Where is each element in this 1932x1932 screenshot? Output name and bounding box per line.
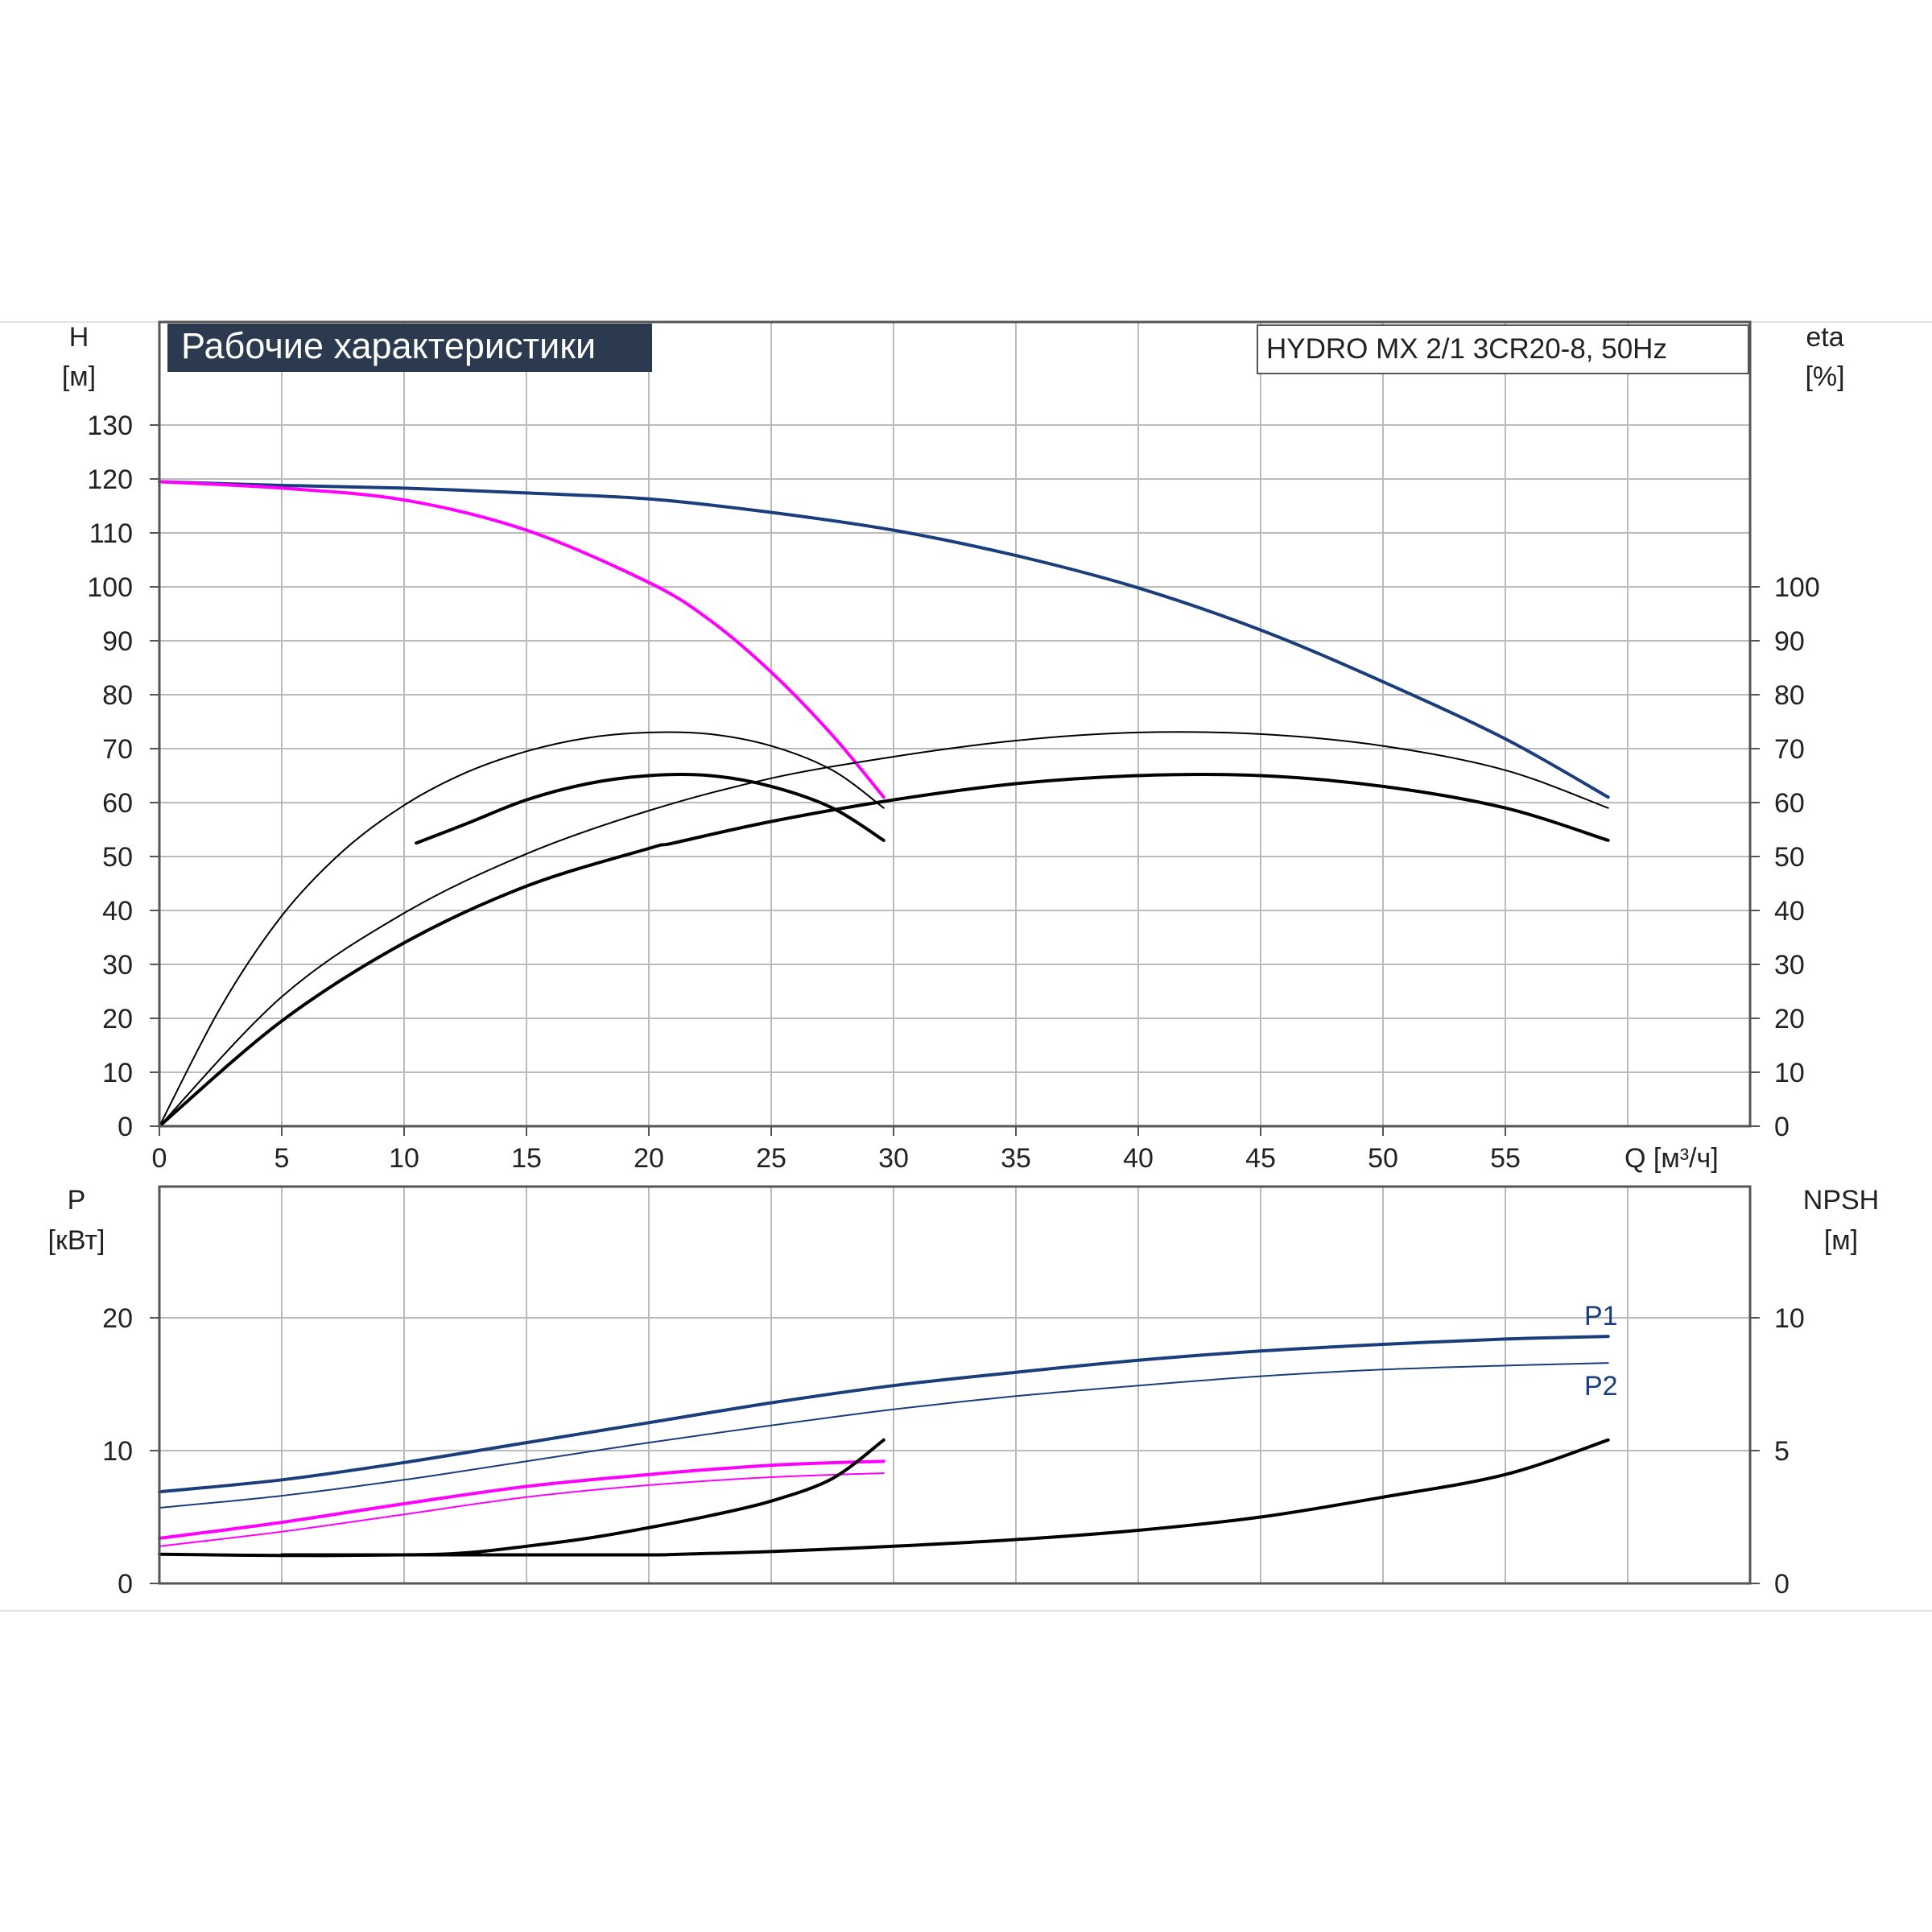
power-npsh-curves: [158, 1335, 1610, 1558]
q-tick-label: 25: [756, 1143, 786, 1174]
eta-axis-symbol: eta: [1806, 322, 1843, 353]
eta-tick-label: 0: [1774, 1112, 1790, 1142]
system-efficiency-2-pumps: [158, 773, 1610, 1128]
npsh-tick-label: 10: [1774, 1303, 1805, 1334]
title-box: [167, 324, 652, 372]
p-tick-label: 0: [118, 1569, 133, 1600]
q-tick-label: 15: [511, 1143, 542, 1174]
h-axis-unit: [м]: [62, 361, 96, 392]
eta-tick-label: 20: [1774, 1004, 1805, 1034]
head-panel-frame: [158, 320, 1752, 1128]
npsh-axis-symbol: NPSH: [1803, 1185, 1879, 1216]
h-tick-label: 10: [102, 1058, 133, 1088]
head-grid: [159, 322, 1750, 1126]
h-tick-label: 110: [89, 518, 133, 549]
eta-tick-label: 80: [1774, 680, 1805, 711]
eta-tick-label: 90: [1774, 626, 1805, 657]
p1-label: P1: [1584, 1301, 1618, 1331]
eta-tick-label: 60: [1774, 788, 1805, 819]
q-tick-label: 35: [1001, 1143, 1031, 1174]
h-tick-label: 70: [102, 734, 133, 765]
eta-tick-label: 40: [1774, 896, 1805, 927]
q-tick-label: 45: [1245, 1143, 1276, 1174]
eta-tick-label: 10: [1774, 1058, 1805, 1088]
q-tick-label: 0: [152, 1143, 167, 1174]
eta-tick-label: 30: [1774, 950, 1805, 980]
p1-curve-2-pumps: [158, 1335, 1610, 1494]
chart-title: Рабочие характеристики: [181, 325, 596, 366]
pump-efficiency-1-pump: [159, 731, 885, 1127]
npsh-tick-label: 0: [1774, 1569, 1790, 1600]
model-label: HYDRO MX 2/1 3CR20-8, 50Hz: [1266, 333, 1667, 365]
eta-axis-unit: [%]: [1805, 361, 1844, 392]
p-axis-unit: [кВт]: [48, 1225, 105, 1256]
q-axis-label: Q [м³/ч]: [1624, 1143, 1719, 1174]
p2-label: P2: [1584, 1371, 1618, 1402]
p-tick-label: 10: [102, 1436, 133, 1467]
p-tick-label: 20: [102, 1303, 133, 1334]
h-tick-label: 50: [102, 842, 133, 873]
npsh-axis-unit: [м]: [1824, 1225, 1858, 1256]
h-tick-label: 20: [102, 1004, 133, 1034]
eta-tick-label: 70: [1774, 734, 1805, 765]
npsh-tick-label: 5: [1774, 1436, 1790, 1467]
h-tick-label: 0: [118, 1112, 133, 1142]
power-panel-frame: [158, 1185, 1752, 1585]
h-tick-label: 100: [87, 572, 133, 603]
system-efficiency-1-pump: [415, 773, 886, 845]
p-axis-symbol: P: [68, 1185, 86, 1216]
head-curve-1-pump: [158, 480, 886, 799]
h-axis-symbol: H: [69, 322, 89, 353]
q-tick-label: 55: [1490, 1143, 1521, 1174]
eta-tick-label: 50: [1774, 842, 1805, 873]
p1-curve-1-pump: [158, 1459, 886, 1540]
h-tick-label: 40: [102, 896, 133, 927]
head-efficiency-curves: [158, 480, 1610, 1128]
power-grid: [159, 1187, 1750, 1583]
h-tick-label: 80: [102, 680, 133, 711]
q-tick-label: 30: [878, 1143, 909, 1174]
model-label-box: [1257, 324, 1749, 374]
tick-labels: 0102030405060708090100110120130010203040…: [87, 411, 1819, 1600]
p2-curve-1-pump: [159, 1472, 885, 1547]
q-tick-label: 5: [275, 1143, 290, 1174]
npsh-curve-2-pumps: [280, 1438, 1610, 1557]
h-tick-label: 130: [87, 411, 133, 441]
q-tick-label: 10: [389, 1143, 419, 1174]
q-tick-label: 40: [1123, 1143, 1154, 1174]
p2-curve-2-pumps: [159, 1362, 1609, 1509]
h-tick-label: 30: [102, 950, 133, 980]
h-tick-label: 120: [87, 464, 133, 495]
eta-tick-label: 100: [1774, 572, 1820, 603]
head-curve-2-pumps: [158, 480, 1610, 799]
pump-efficiency-2-pumps: [159, 731, 1609, 1127]
q-tick-label: 50: [1368, 1143, 1398, 1174]
h-tick-label: 90: [102, 626, 133, 657]
h-tick-label: 60: [102, 788, 133, 819]
q-tick-label: 20: [634, 1143, 664, 1174]
